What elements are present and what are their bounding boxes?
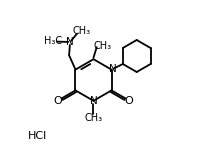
Text: HCl: HCl <box>28 131 47 141</box>
Text: CH₃: CH₃ <box>93 41 111 51</box>
Text: N: N <box>108 64 116 74</box>
Text: O: O <box>53 96 62 106</box>
Text: O: O <box>124 96 133 106</box>
Text: CH₃: CH₃ <box>84 113 102 123</box>
Text: CH₃: CH₃ <box>72 26 90 36</box>
Text: H₃C: H₃C <box>44 36 62 46</box>
Text: N: N <box>89 96 97 106</box>
Text: N: N <box>66 37 73 47</box>
